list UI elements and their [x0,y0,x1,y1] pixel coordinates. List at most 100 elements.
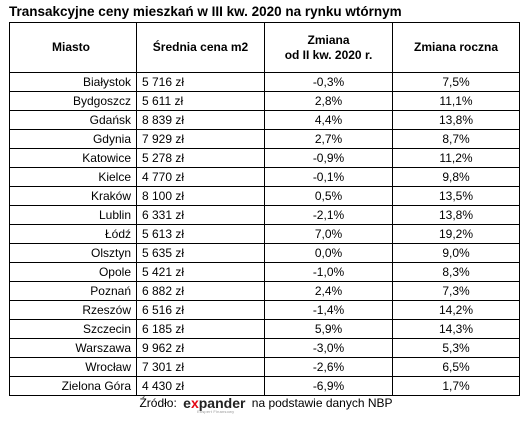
row-change-year: 5,3% [392,338,520,358]
row-change-quarter: 4,4% [264,110,393,130]
row-change-quarter: -0,3% [264,72,393,92]
row-avg-price: 6 516 zł [136,300,265,320]
header-change-year: Zmiana roczna [392,22,520,73]
row-change-quarter: -6,9% [264,376,393,396]
row-change-quarter: -3,0% [264,338,393,358]
row-city: Wrocław [9,357,137,377]
row-change-year: 11,1% [392,91,520,111]
row-city: Lublin [9,205,137,225]
row-avg-price: 6 185 zł [136,319,265,339]
row-change-quarter: -2,1% [264,205,393,225]
row-change-quarter: -0,9% [264,148,393,168]
row-avg-price: 5 278 zł [136,148,265,168]
table-row: Poznań 6 882 zł 2,4% 7,3% [9,281,520,301]
row-change-quarter: -1,0% [264,262,393,282]
row-avg-price: 8 839 zł [136,110,265,130]
row-city: Opole [9,262,137,282]
row-change-quarter: -0,1% [264,167,393,187]
row-change-year: 19,2% [392,224,520,244]
header-change-quarter-line2: od II kw. 2020 r. [284,47,373,62]
row-avg-price: 5 421 zł [136,262,265,282]
table-row: Kielce 4 770 zł -0,1% 9,8% [9,167,520,187]
row-change-quarter: 7,0% [264,224,393,244]
table-title: Transakcyjne ceny mieszkań w III kw. 202… [9,4,402,19]
row-city: Olsztyn [9,243,137,263]
row-avg-price: 4 430 zł [136,376,265,396]
row-change-year: 7,5% [392,72,520,92]
row-avg-price: 6 882 zł [136,281,265,301]
row-city: Rzeszów [9,300,137,320]
table-header-row: Miasto Średnia cena m2 Zmiana od II kw. 2… [9,22,520,73]
row-change-year: 8,3% [392,262,520,282]
table-row: Warszawa 9 962 zł -3,0% 5,3% [9,338,520,358]
logo-letter-e: e [183,395,191,411]
header-change-quarter-line1: Zmiana [307,32,350,47]
row-change-year: 14,3% [392,319,520,339]
row-city: Kraków [9,186,137,206]
row-change-year: 7,3% [392,281,520,301]
table-row: Lublin 6 331 zł -2,1% 13,8% [9,205,520,225]
row-city: Zielona Góra [9,376,137,396]
table-row: Wrocław 7 301 zł -2,6% 6,5% [9,357,520,377]
logo-rest: pander [198,395,246,411]
header-city: Miasto [9,22,137,73]
row-change-year: 13,5% [392,186,520,206]
row-avg-price: 5 635 zł [136,243,265,263]
row-change-year: 1,7% [392,376,520,396]
logo-letter-x: x [190,395,199,411]
table-row: Zielona Góra 4 430 zł -6,9% 1,7% [9,376,520,396]
row-change-quarter: 0,0% [264,243,393,263]
expander-logo: expander Ekspert Finansowy [183,395,246,414]
row-change-year: 8,7% [392,129,520,149]
row-city: Warszawa [9,338,137,358]
row-change-year: 6,5% [392,357,520,377]
row-city: Kielce [9,167,137,187]
table-row: Szczecin 6 185 zł 5,9% 14,3% [9,319,520,339]
row-city: Poznań [9,281,137,301]
row-change-quarter: 2,7% [264,129,393,149]
table-row: Gdańsk 8 839 zł 4,4% 13,8% [9,110,520,130]
table-row: Kraków 8 100 zł 0,5% 13,5% [9,186,520,206]
table-row: Gdynia 7 929 zł 2,7% 8,7% [9,129,520,149]
row-city: Katowice [9,148,137,168]
table-row: Olsztyn 5 635 zł 0,0% 9,0% [9,243,520,263]
row-avg-price: 5 716 zł [136,72,265,92]
row-change-year: 13,8% [392,205,520,225]
table-row: Białystok 5 716 zł -0,3% 7,5% [9,72,520,92]
row-change-quarter: 2,4% [264,281,393,301]
logo-tagline: Ekspert Finansowy [197,409,235,414]
row-avg-price: 8 100 zł [136,186,265,206]
source-suffix: na podstawie danych NBP [251,396,393,410]
row-avg-price: 7 301 zł [136,357,265,377]
table-body: Białystok 5 716 zł -0,3% 7,5% Bydgoszcz 5 611… [9,72,520,396]
row-city: Gdańsk [9,110,137,130]
table-row: Opole 5 421 zł -1,0% 8,3% [9,262,520,282]
row-city: Białystok [9,72,137,92]
header-avg-price: Średnia cena m2 [136,22,265,73]
row-change-year: 9,8% [392,167,520,187]
price-table: Miasto Średnia cena m2 Zmiana od II kw. 2… [9,22,520,396]
row-avg-price: 7 929 zł [136,129,265,149]
source-prefix: Źródło: [139,396,177,410]
row-avg-price: 5 611 zł [136,91,265,111]
row-avg-price: 4 770 zł [136,167,265,187]
table-row: Katowice 5 278 zł -0,9% 11,2% [9,148,520,168]
row-city: Łódź [9,224,137,244]
table-row: Łódź 5 613 zł 7,0% 19,2% [9,224,520,244]
row-avg-price: 5 613 zł [136,224,265,244]
row-change-year: 14,2% [392,300,520,320]
row-change-quarter: 0,5% [264,186,393,206]
row-change-year: 9,0% [392,243,520,263]
table-row: Rzeszów 6 516 zł -1,4% 14,2% [9,300,520,320]
table-row: Bydgoszcz 5 611 zł 2,8% 11,1% [9,91,520,111]
row-avg-price: 9 962 zł [136,338,265,358]
source-line: Źródło: expander Ekspert Finansowy na pod… [0,395,532,414]
row-city: Bydgoszcz [9,91,137,111]
row-city: Gdynia [9,129,137,149]
header-change-quarter: Zmiana od II kw. 2020 r. [264,22,393,73]
row-change-quarter: -1,4% [264,300,393,320]
row-avg-price: 6 331 zł [136,205,265,225]
row-change-year: 11,2% [392,148,520,168]
row-change-quarter: -2,6% [264,357,393,377]
row-city: Szczecin [9,319,137,339]
